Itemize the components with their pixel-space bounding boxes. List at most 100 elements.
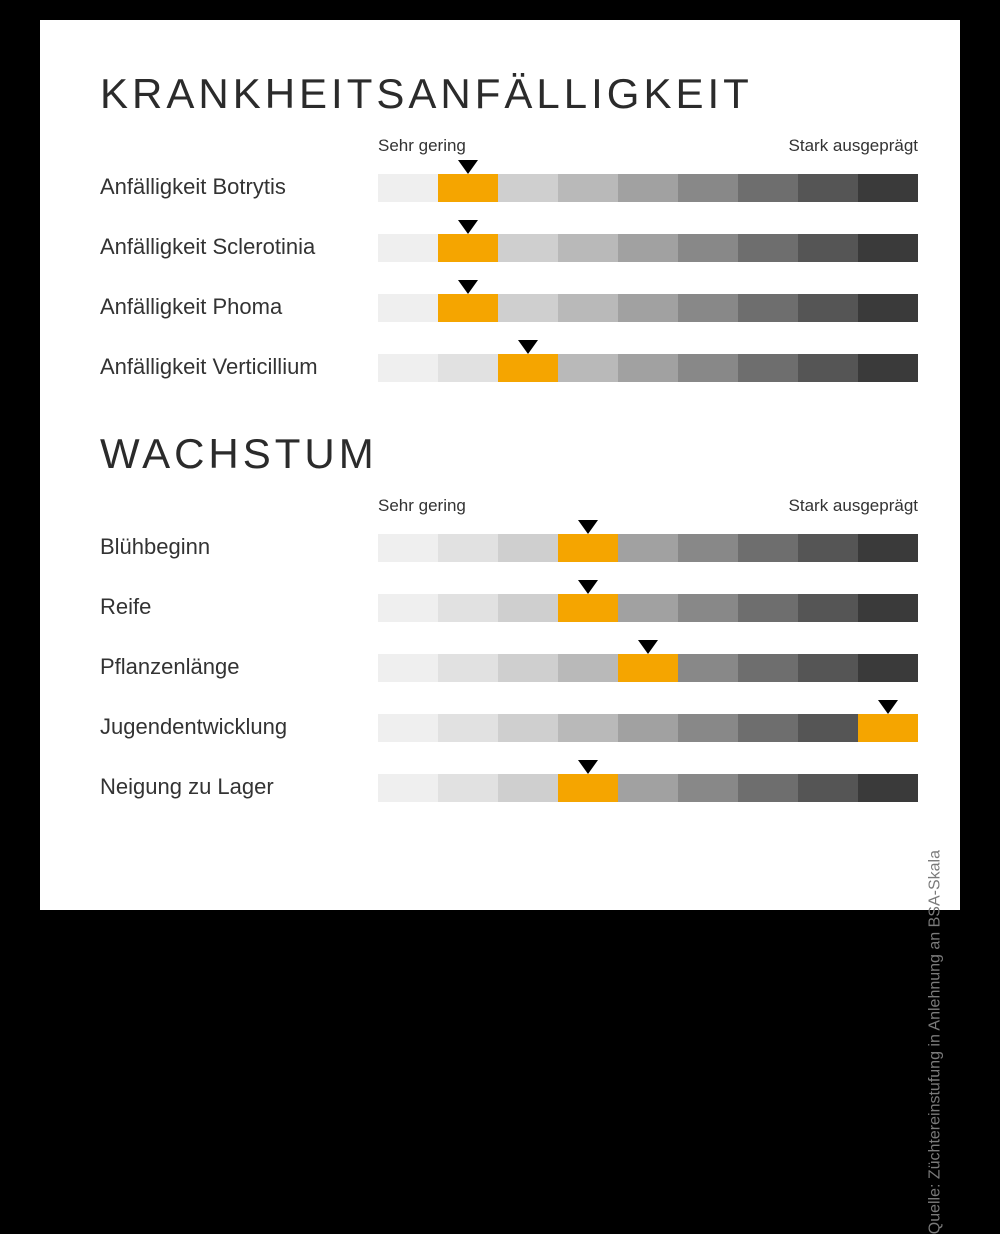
marker-icon xyxy=(878,700,898,714)
scale-segment xyxy=(438,714,498,742)
marker-icon xyxy=(458,220,478,234)
scale-segment xyxy=(378,594,438,622)
scale-segment xyxy=(738,354,798,382)
scale-segment xyxy=(798,534,858,562)
scale-segment xyxy=(738,774,798,802)
scale-segment xyxy=(438,594,498,622)
row-label: Anfälligkeit Phoma xyxy=(100,294,378,322)
scale-label-low: Sehr gering xyxy=(378,496,466,516)
marker-icon xyxy=(578,580,598,594)
scale-segment xyxy=(438,234,498,262)
scale-segments xyxy=(378,174,918,202)
marker-icon xyxy=(578,760,598,774)
scale-segment xyxy=(558,534,618,562)
scale-segment xyxy=(378,294,438,322)
scale-segment xyxy=(438,294,498,322)
scale-bar xyxy=(378,160,918,202)
scale-segment xyxy=(378,354,438,382)
scale-row: Anfälligkeit Phoma xyxy=(100,280,950,322)
scale-segments xyxy=(378,654,918,682)
section: Wachstum Sehr gering Stark ausgeprägt Blühb… xyxy=(100,430,950,802)
row-label: Blühbeginn xyxy=(100,534,378,562)
marker-icon xyxy=(518,340,538,354)
scale-bar xyxy=(378,700,918,742)
chart-card: Quelle: Züchtereinstufung in Anlehnung a… xyxy=(40,20,960,910)
marker-icon xyxy=(578,520,598,534)
scale-segment xyxy=(738,594,798,622)
row-label: Reife xyxy=(100,594,378,622)
scale-segment xyxy=(678,714,738,742)
scale-segment xyxy=(798,234,858,262)
marker-icon xyxy=(458,280,478,294)
scale-segment xyxy=(678,654,738,682)
scale-bar xyxy=(378,520,918,562)
scale-segment xyxy=(558,354,618,382)
scale-segment xyxy=(738,714,798,742)
scale-row: Pflanzenlänge xyxy=(100,640,950,682)
scale-label-high: Stark ausgeprägt xyxy=(789,496,918,516)
scale-segment xyxy=(378,174,438,202)
scale-segment xyxy=(738,234,798,262)
scale-segment xyxy=(618,174,678,202)
scale-row: Anfälligkeit Sclerotinia xyxy=(100,220,950,262)
scale-segment xyxy=(498,534,558,562)
scale-segment xyxy=(798,294,858,322)
scale-segment xyxy=(738,534,798,562)
scale-segment xyxy=(858,654,918,682)
scale-row: Reife xyxy=(100,580,950,622)
scale-segment xyxy=(438,654,498,682)
scale-segment xyxy=(798,354,858,382)
scale-segment xyxy=(378,234,438,262)
scale-segment xyxy=(438,174,498,202)
scale-segment xyxy=(558,774,618,802)
scale-segment xyxy=(378,714,438,742)
scale-row: Anfälligkeit Botrytis xyxy=(100,160,950,202)
scale-segment xyxy=(618,354,678,382)
scale-segment xyxy=(378,654,438,682)
scale-row: Jugendentwicklung xyxy=(100,700,950,742)
row-label: Anfälligkeit Botrytis xyxy=(100,174,378,202)
scale-segment xyxy=(618,294,678,322)
scale-segment xyxy=(438,354,498,382)
scale-segment xyxy=(558,234,618,262)
scale-segment xyxy=(558,714,618,742)
section-title: Wachstum xyxy=(100,430,950,478)
marker-icon xyxy=(458,160,478,174)
scale-segments xyxy=(378,594,918,622)
row-label: Jugendentwicklung xyxy=(100,714,378,742)
scale-segment xyxy=(738,654,798,682)
scale-segments xyxy=(378,354,918,382)
source-citation: Quelle: Züchtereinstufung in Anlehnung a… xyxy=(926,850,944,1234)
scale-segment xyxy=(498,354,558,382)
scale-label-low: Sehr gering xyxy=(378,136,466,156)
scale-row: Anfälligkeit Verticillium xyxy=(100,340,950,382)
scale-segment xyxy=(618,234,678,262)
scale-segment xyxy=(678,354,738,382)
scale-label-high: Stark ausgeprägt xyxy=(789,136,918,156)
scale-header: Sehr gering Stark ausgeprägt xyxy=(378,496,918,516)
scale-segment xyxy=(618,534,678,562)
section: KrankheitsanfälligkeitSehr geringStark a… xyxy=(100,70,950,382)
scale-segment xyxy=(798,774,858,802)
scale-segment xyxy=(498,594,558,622)
scale-segment xyxy=(678,234,738,262)
scale-segment xyxy=(618,654,678,682)
scale-segment xyxy=(738,294,798,322)
scale-segment xyxy=(858,294,918,322)
scale-segment xyxy=(558,594,618,622)
scale-segment xyxy=(858,234,918,262)
scale-segments xyxy=(378,294,918,322)
scale-segment xyxy=(498,234,558,262)
scale-row: Neigung zu Lager xyxy=(100,760,950,802)
scale-segment xyxy=(858,354,918,382)
scale-segment xyxy=(498,654,558,682)
scale-segment xyxy=(678,534,738,562)
scale-segment xyxy=(678,774,738,802)
scale-segment xyxy=(738,174,798,202)
scale-segment xyxy=(858,714,918,742)
scale-segments xyxy=(378,774,918,802)
row-label: Neigung zu Lager xyxy=(100,774,378,802)
scale-segment xyxy=(798,174,858,202)
scale-segment xyxy=(558,654,618,682)
scale-bar xyxy=(378,340,918,382)
